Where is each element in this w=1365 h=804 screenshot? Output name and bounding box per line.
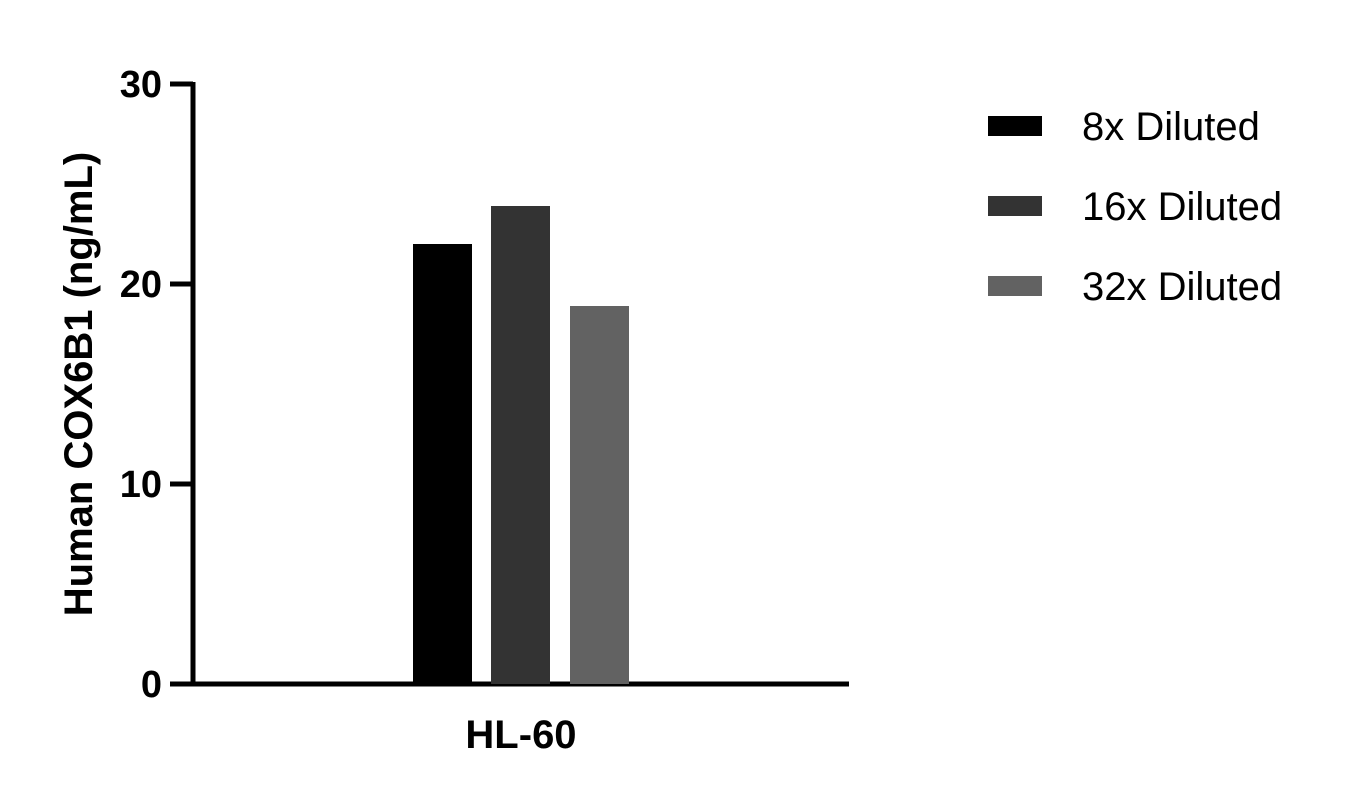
legend-swatch [988,276,1042,296]
legend-label: 8x Diluted [1082,105,1260,149]
bar-16x-diluted [491,206,550,684]
legend-label: 16x Diluted [1082,185,1282,229]
y-tick-label: 30 [120,64,162,106]
y-tick-label: 0 [141,664,162,706]
x-category-label: HL-60 [465,713,576,757]
legend: 8x Diluted 16x Diluted 32x Diluted [988,105,1282,309]
bar-8x-diluted [413,244,472,684]
y-tick-label: 20 [120,264,162,306]
y-axis-ticks: 0 10 20 30 [120,64,193,706]
bars [413,206,629,684]
y-axis-title: Human COX6B1 (ng/mL) [57,152,101,616]
legend-swatch [988,196,1042,216]
legend-swatch [988,116,1042,136]
y-tick-label: 10 [120,464,162,506]
bar-32x-diluted [570,306,629,684]
legend-label: 32x Diluted [1082,265,1282,309]
